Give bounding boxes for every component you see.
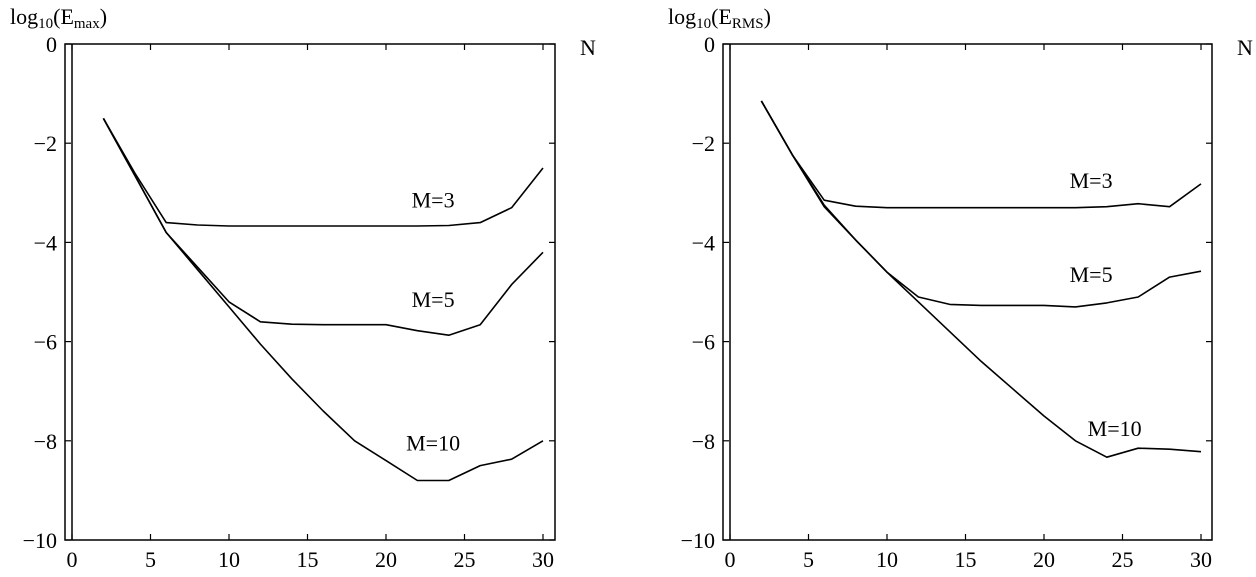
left-x-tick-label: 5: [145, 547, 156, 572]
right-x-tick-label: 0: [725, 547, 736, 572]
left-series-label-m-3: M=3: [412, 188, 455, 213]
right-y-axis-title: log10(ERMS): [668, 4, 771, 32]
left-series-m-3: [102, 118, 544, 227]
right-x-tick-label: 10: [876, 547, 898, 572]
left-series-label-m-5: M=5: [412, 287, 455, 312]
left-x-tick-label: 20: [375, 547, 397, 572]
left-x-axis-title: N: [580, 35, 596, 60]
left-y-tick-label: −8: [34, 429, 57, 454]
right-x-tick-label: 15: [955, 547, 977, 572]
left-y-axis-title: log10(Emax): [10, 4, 107, 32]
left-y-tick-label: −10: [23, 528, 57, 553]
right-series-label-m-10: M=10: [1088, 416, 1142, 441]
left-y-tick-label: 0: [46, 32, 57, 57]
left-x-tick-label: 30: [532, 547, 554, 572]
right-plot-frame: [722, 43, 1213, 541]
left-x-tick-label: 0: [67, 547, 78, 572]
right-x-tick-label: 30: [1190, 547, 1212, 572]
left-x-tick-label: 15: [297, 547, 319, 572]
right-x-tick-label: 20: [1033, 547, 1055, 572]
right-y-tick-label: −10: [681, 528, 715, 553]
right-series-label-m-5: M=5: [1070, 262, 1113, 287]
left-series-m-10: [102, 118, 544, 482]
right-y-tick-label: −4: [692, 230, 715, 255]
left-plot-frame: [64, 43, 556, 541]
left-plot: 0 −2 −4 −6 −8 −10 0 5 10 15 20 25 30 log10(Emax) N M=3 M…: [10, 4, 596, 572]
right-y-tick-label: −8: [692, 429, 715, 454]
right-x-axis-title: N: [1237, 35, 1253, 60]
right-series-m-3: [760, 100, 1202, 209]
left-series-label-m-10: M=10: [406, 431, 460, 456]
left-x-tick-label: 25: [454, 547, 476, 572]
left-y-tick-label: −6: [34, 330, 57, 355]
right-x-tick-label: 25: [1112, 547, 1134, 572]
right-y-tick-label: 0: [704, 32, 715, 57]
right-series-m-10: [760, 100, 1202, 459]
right-y-tick-label: −6: [692, 330, 715, 355]
right-x-tick-label: 5: [803, 547, 814, 572]
left-series-m-5: [102, 118, 544, 337]
right-plot: 0 −2 −4 −6 −8 −10 0 5 10 15 20 25 30 log10(ERMS) N M=3 M…: [668, 4, 1253, 572]
right-y-tick-label: −2: [692, 131, 715, 156]
right-series-label-m-3: M=3: [1070, 168, 1113, 193]
left-x-tick-label: 10: [218, 547, 240, 572]
left-y-tick-label: −2: [34, 131, 57, 156]
left-y-tick-label: −4: [34, 230, 57, 255]
